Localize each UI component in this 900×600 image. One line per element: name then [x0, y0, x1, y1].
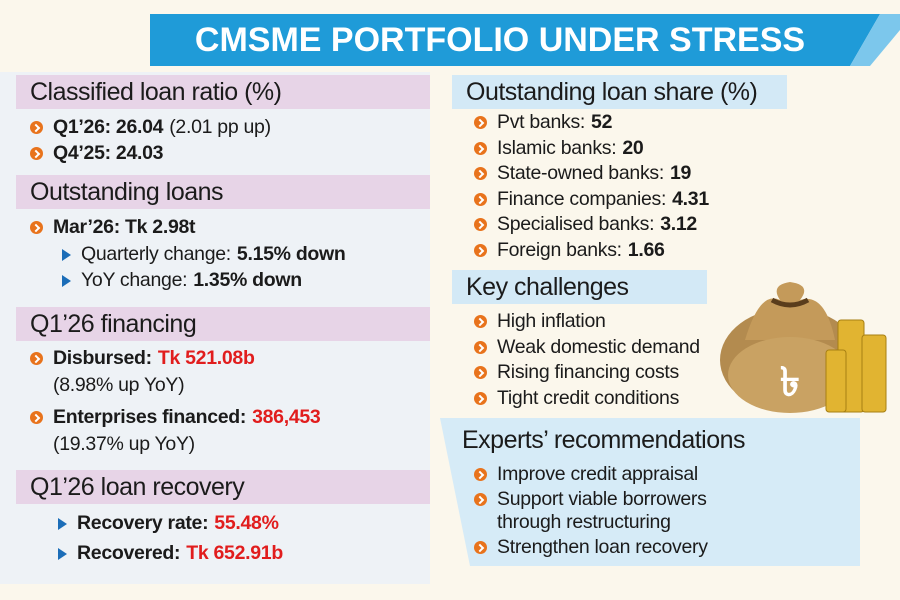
item-value: 5.15% down [236, 243, 346, 265]
item-note: (19.37% up YoY) [53, 433, 195, 455]
item-value: 1.66 [627, 238, 665, 261]
item-label: Quarterly change: [81, 243, 231, 265]
item-label: State-owned banks: [497, 162, 664, 184]
list-item: Improve credit appraisal [474, 463, 734, 486]
taka-symbol: ৳ [780, 361, 800, 405]
sub-item: Quarterly change: 5.15% down [62, 243, 346, 266]
list-item: Tight credit conditions [474, 387, 679, 410]
item-label: Islamic banks: [497, 136, 617, 159]
list-item: Foreign banks: 1.66 [474, 239, 665, 262]
list-item: Specialised banks: 3.12 [474, 213, 697, 236]
item-label: Enterprises financed: [53, 406, 247, 428]
list-item: Recovered: Tk 652.91b [58, 542, 283, 565]
section-title: Q1’26 loan recovery [16, 470, 430, 504]
item-value: 52 [591, 111, 613, 133]
item-value: Tk 521.08b [157, 347, 255, 369]
bullet [474, 315, 487, 328]
item-value: 19 [669, 162, 692, 184]
section-title: Outstanding loans [16, 175, 430, 209]
bullet [474, 116, 487, 129]
bullet [30, 411, 43, 424]
item-text: Strengthen loan recovery [497, 536, 708, 558]
list-item: Strengthen loan recovery [474, 536, 734, 559]
item-label: Pvt banks: [497, 111, 586, 133]
item-text: Improve credit appraisal [497, 463, 698, 485]
bullet [474, 141, 487, 155]
page-title: CMSME PORTFOLIO UNDER STRESS [194, 20, 806, 59]
section-title: Outstanding loan share (%) [452, 75, 787, 109]
item-value: 386,453 [252, 406, 321, 428]
bullet [474, 391, 487, 405]
list-item: Mar’26: Tk 2.98t [30, 216, 201, 239]
section-title: Experts’ recommendations [462, 426, 746, 454]
bullet [474, 340, 487, 354]
list-item: Recovery rate: 55.48% [58, 512, 279, 535]
bullet [474, 167, 487, 180]
bullet [474, 366, 487, 379]
item-value: 3.12 [660, 213, 697, 235]
list-item: State-owned banks: 19 [474, 162, 691, 185]
bullet [474, 541, 487, 554]
item-value: Tk 652.91b [186, 542, 283, 564]
item-label: Finance companies: [497, 187, 667, 210]
item-label: Specialised banks: [497, 213, 655, 235]
list-item: Q1’26: 26.04 (2.01 pp up) [30, 116, 271, 139]
item-label: Q1’26: 26.04 [53, 116, 164, 138]
section-title: Key challenges [452, 270, 707, 304]
item-label: Recovery rate: [77, 512, 209, 534]
item-value: 4.31 [672, 187, 709, 210]
list-item: High inflation [474, 310, 606, 333]
list-item: Disbursed: Tk 521.08b [30, 347, 255, 370]
bullet [62, 248, 71, 261]
list-item: Q4’25: 24.03 [30, 142, 169, 165]
item-value: 1.35% down [193, 269, 302, 291]
bullet [30, 221, 43, 234]
item-label: Mar’26: Tk 2.98t [53, 216, 196, 238]
bullet [474, 243, 487, 257]
list-item: Finance companies: 4.31 [474, 188, 709, 211]
bullet [474, 192, 487, 206]
bullet [30, 121, 43, 134]
bullet [474, 468, 487, 481]
item-value: 20 [622, 136, 644, 159]
list-item: Weak domestic demand [474, 336, 700, 359]
header-stripe [850, 14, 900, 66]
item-text: Support viable borrowers through restruc… [497, 488, 707, 533]
item-text: High inflation [497, 310, 606, 332]
list-item: Islamic banks: 20 [474, 136, 644, 160]
item-label: Recovered: [77, 542, 181, 564]
list-item: Pvt banks: 52 [474, 111, 612, 134]
item-text: Rising financing costs [497, 361, 679, 383]
bullet [30, 352, 43, 365]
bullet [474, 493, 487, 506]
item-text: Weak domestic demand [497, 335, 700, 358]
bullet [58, 547, 67, 560]
item-label: YoY change: [81, 269, 188, 291]
recommendations-panel [440, 418, 860, 566]
bullet [474, 218, 487, 231]
item-label: Disbursed: [53, 347, 152, 369]
bullet [58, 517, 67, 530]
sub-item: YoY change: 1.35% down [62, 269, 302, 292]
section-title: Classified loan ratio (%) [16, 75, 430, 109]
item-label: Foreign banks: [497, 238, 622, 261]
bullet [30, 147, 43, 160]
item-text: Tight credit conditions [497, 386, 680, 409]
item-label: Q4’25: 24.03 [53, 142, 164, 164]
bullet [62, 274, 71, 287]
list-item: Rising financing costs [474, 361, 679, 384]
list-item: Enterprises financed: 386,453 [30, 406, 321, 429]
list-item: Support viable borrowers through restruc… [474, 488, 734, 534]
item-note: (8.98% up YoY) [53, 374, 185, 396]
header-banner [150, 14, 880, 66]
item-note: (2.01 pp up) [169, 116, 271, 138]
item-value: 55.48% [214, 512, 279, 534]
section-title: Q1’26 financing [16, 307, 430, 341]
money-bag-icon: ৳ [720, 282, 887, 413]
